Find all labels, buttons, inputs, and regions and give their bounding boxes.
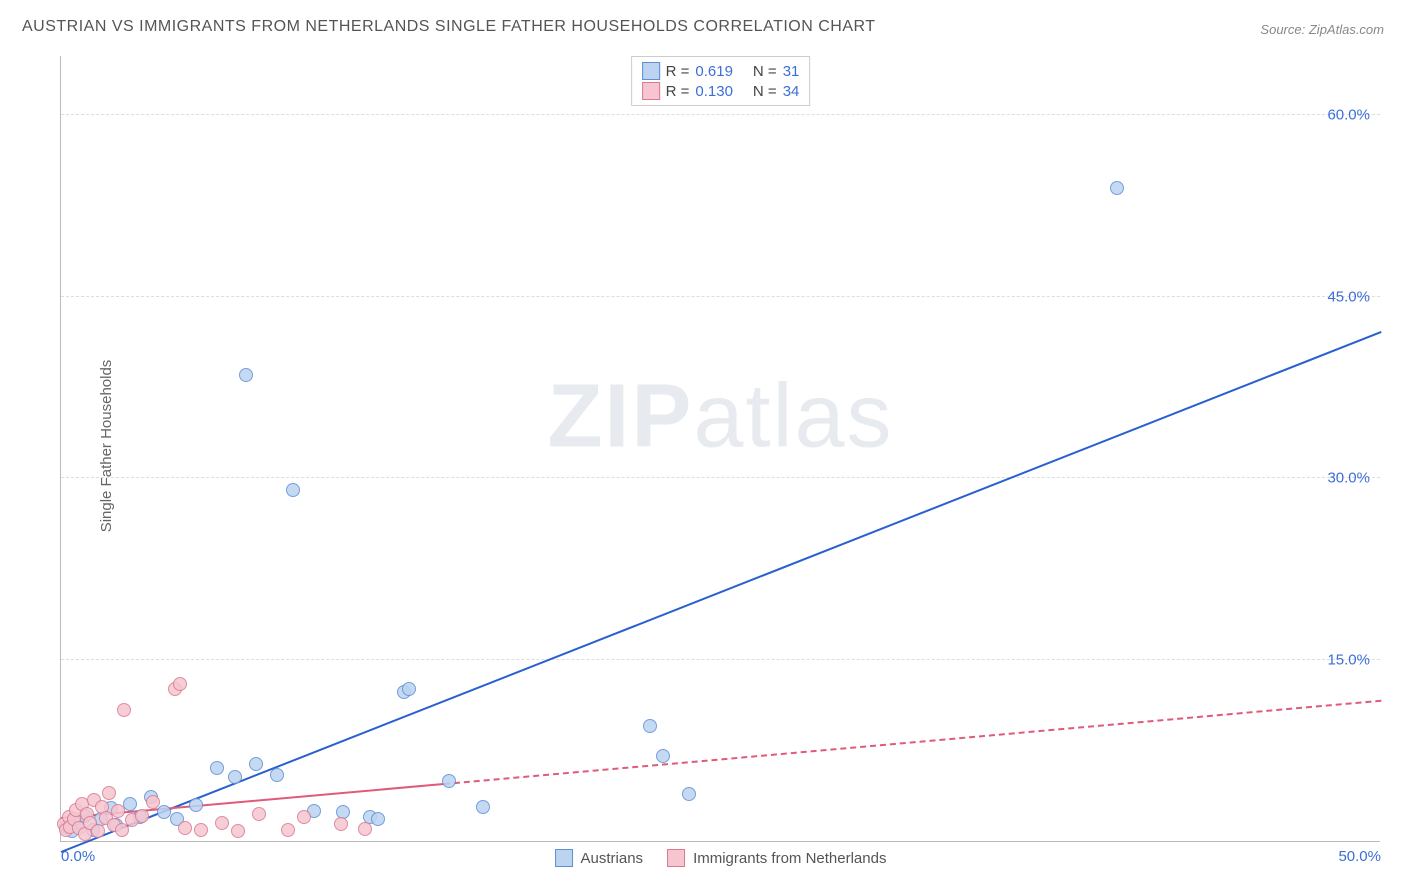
legend-correlation-box: R = 0.619 N = 31 R = 0.130 N = 34 [631, 56, 811, 106]
data-point-austrians [249, 757, 263, 771]
legend-row-netherlands: R = 0.130 N = 34 [642, 81, 800, 101]
data-point-netherlands [281, 823, 295, 837]
legend-item-austrians: Austrians [555, 849, 644, 867]
data-point-netherlands [297, 810, 311, 824]
data-point-netherlands [102, 786, 116, 800]
legend-r-value-austrians: 0.619 [695, 63, 733, 80]
source-attribution: Source: ZipAtlas.com [1260, 22, 1384, 37]
data-point-netherlands [173, 677, 187, 691]
data-point-netherlands [358, 822, 372, 836]
data-point-austrians [476, 800, 490, 814]
data-point-austrians [270, 768, 284, 782]
data-point-austrians [442, 774, 456, 788]
data-point-austrians [123, 797, 137, 811]
data-point-austrians [210, 761, 224, 775]
data-point-austrians [239, 368, 253, 382]
regression-line-netherlands-dashed [444, 700, 1381, 785]
x-tick-label: 50.0% [1338, 848, 1381, 865]
legend-row-austrians: R = 0.619 N = 31 [642, 61, 800, 81]
y-tick-label: 60.0% [1327, 107, 1370, 124]
legend-swatch-netherlands [642, 82, 660, 100]
data-point-netherlands [194, 823, 208, 837]
gridline-horizontal [61, 477, 1380, 478]
legend-n-value-austrians: 31 [783, 63, 800, 80]
gridline-horizontal [61, 114, 1380, 115]
legend-r-label: R = [666, 63, 690, 80]
data-point-austrians [157, 805, 171, 819]
watermark-rest: atlas [693, 367, 893, 467]
chart-title: AUSTRIAN VS IMMIGRANTS FROM NETHERLANDS … [22, 18, 876, 36]
regression-line-austrians [61, 331, 1382, 853]
data-point-netherlands [334, 817, 348, 831]
data-point-netherlands [117, 703, 131, 717]
data-point-austrians [228, 770, 242, 784]
data-point-netherlands [178, 821, 192, 835]
data-point-austrians [643, 719, 657, 733]
data-point-netherlands [91, 824, 105, 838]
legend-swatch-austrians [642, 62, 660, 80]
gridline-horizontal [61, 659, 1380, 660]
data-point-austrians [402, 682, 416, 696]
watermark-bold: ZIP [547, 367, 693, 467]
watermark: ZIPatlas [547, 366, 893, 469]
y-tick-label: 15.0% [1327, 651, 1370, 668]
legend-n-value-netherlands: 34 [783, 83, 800, 100]
data-point-austrians [189, 798, 203, 812]
legend-n-label: N = [753, 83, 777, 100]
data-point-netherlands [135, 809, 149, 823]
legend-r-value-netherlands: 0.130 [695, 83, 733, 100]
legend-swatch-austrians-icon [555, 849, 573, 867]
legend-r-label: R = [666, 83, 690, 100]
legend-n-label: N = [753, 63, 777, 80]
plot-area: ZIPatlas R = 0.619 N = 31 R = 0.130 N = … [60, 56, 1380, 842]
data-point-austrians [286, 483, 300, 497]
y-tick-label: 30.0% [1327, 470, 1370, 487]
source-value: ZipAtlas.com [1309, 22, 1384, 37]
data-point-austrians [682, 787, 696, 801]
legend-label-austrians: Austrians [581, 850, 644, 867]
legend-label-netherlands: Immigrants from Netherlands [693, 850, 886, 867]
y-tick-label: 45.0% [1327, 288, 1370, 305]
data-point-netherlands [215, 816, 229, 830]
data-point-netherlands [111, 804, 125, 818]
data-point-netherlands [146, 795, 160, 809]
gridline-horizontal [61, 296, 1380, 297]
legend-swatch-netherlands-icon [667, 849, 685, 867]
legend-series-box: Austrians Immigrants from Netherlands [555, 849, 887, 867]
data-point-netherlands [252, 807, 266, 821]
data-point-netherlands [231, 824, 245, 838]
data-point-austrians [371, 812, 385, 826]
legend-item-netherlands: Immigrants from Netherlands [667, 849, 886, 867]
data-point-austrians [656, 749, 670, 763]
source-label: Source: [1260, 22, 1305, 37]
data-point-austrians [1110, 181, 1124, 195]
